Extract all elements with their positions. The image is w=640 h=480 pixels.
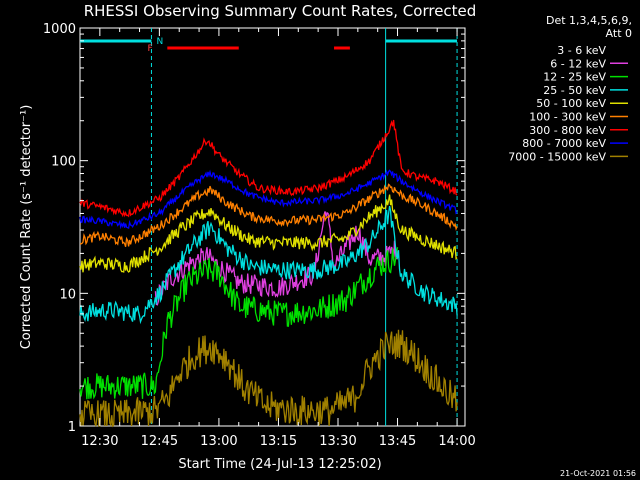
series-line-8 — [79, 169, 458, 230]
plot-frame — [79, 27, 466, 427]
chart-title: RHESSI Observing Summary Count Rates, Co… — [84, 2, 477, 20]
series-line-3 — [79, 247, 399, 400]
legend-label-8: 800 - 7000 keV — [522, 137, 606, 150]
series-line-2 — [154, 211, 399, 306]
y-tick-label: 1 — [68, 420, 76, 435]
series-line-9 — [79, 329, 458, 428]
legend-label-2: 6 - 12 keV — [550, 57, 606, 70]
flare-marker-label: F — [147, 44, 152, 54]
y-tick-label: 10 — [59, 287, 76, 302]
legend-label-7: 300 - 800 keV — [529, 124, 606, 137]
x-tick-label: 12:30 — [81, 434, 118, 449]
legend-label-9: 7000 - 15000 keV — [508, 150, 606, 163]
legend-header-line-2: Att 0 — [606, 27, 632, 40]
series-line-4 — [79, 205, 458, 325]
series-layer — [79, 119, 458, 428]
x-tick-label: 13:45 — [379, 434, 416, 449]
x-tick-label: 14:00 — [438, 434, 475, 449]
y-axis-label: Corrected Count Rate (s⁻¹ detector⁻¹) — [19, 105, 34, 350]
x-axis-label: Start Time (24-Jul-13 12:25:02) — [178, 457, 381, 472]
series-line-5 — [79, 194, 458, 273]
plot-area: NF 1 10 100 1000 12:30 12:45 13:00 13:15 13:30 13… — [43, 22, 476, 449]
render-timestamp: 21-Oct-2021 01:56 — [560, 469, 636, 478]
legend-label-6: 100 - 300 keV — [529, 111, 606, 124]
legend-label-5: 50 - 100 keV — [536, 97, 606, 110]
x-tick-label: 13:30 — [319, 434, 356, 449]
legend-label-4: 25 - 50 keV — [543, 84, 606, 97]
x-tick-label: 12:45 — [141, 434, 178, 449]
x-tick-label: 13:15 — [260, 434, 297, 449]
x-tick-label: 13:00 — [200, 434, 237, 449]
night-marker-label: N — [156, 37, 163, 47]
legend-label-1: 3 - 6 keV — [557, 44, 606, 57]
series-line-6 — [79, 183, 458, 247]
legend-header-line-1: Det 1,3,4,5,6,9, — [546, 14, 632, 27]
axis-layer: 1 10 100 1000 12:30 12:45 13:00 13:15 13:30 13:45… — [43, 22, 476, 449]
y-tick-label: 100 — [51, 155, 76, 170]
y-tick-label: 1000 — [43, 22, 76, 37]
series-line-7 — [79, 119, 458, 218]
legend-label-3: 12 - 25 keV — [543, 71, 606, 84]
